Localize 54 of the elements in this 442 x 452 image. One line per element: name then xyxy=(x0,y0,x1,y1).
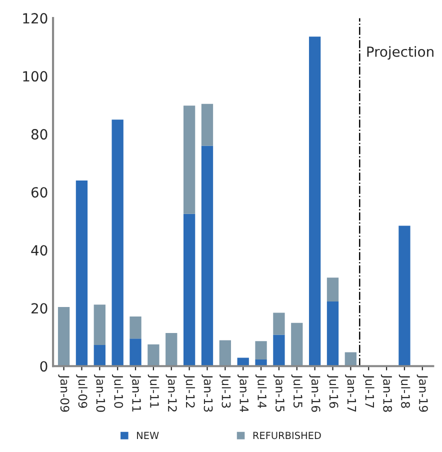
x-tick-label: Jan-14 xyxy=(237,374,248,412)
x-tick-label: Jan-10 xyxy=(94,374,106,412)
x-tick-label: Jan-17 xyxy=(345,374,356,412)
y-tick-label: 60 xyxy=(31,187,48,198)
x-tick-label: Jan-09 xyxy=(58,374,70,412)
bar xyxy=(130,316,142,339)
y-tick-label: 100 xyxy=(23,71,48,82)
y-tick-label: 0 xyxy=(40,361,48,372)
bar xyxy=(308,36,321,366)
x-tick-label: Jul-11 xyxy=(148,374,160,408)
x-tick-label: Jul-18 xyxy=(398,374,410,408)
x-tick-label: Jan-13 xyxy=(202,374,213,412)
y-tick-label: 20 xyxy=(32,303,48,314)
bar xyxy=(326,301,339,366)
bar xyxy=(398,226,410,366)
x-tick-label: Jan-12 xyxy=(166,374,177,412)
bar xyxy=(273,334,285,366)
y-tick-label: 40 xyxy=(31,245,48,256)
bar xyxy=(291,322,303,366)
x-tick-label: Jan-18 xyxy=(380,374,392,412)
x-tick-label: Jan-11 xyxy=(130,374,141,412)
bar xyxy=(201,146,214,366)
x-tick-label: Jan-19 xyxy=(416,374,428,412)
x-tick-label: Jul-12 xyxy=(184,374,196,408)
bar xyxy=(112,120,124,366)
x-tick-label: Jul-10 xyxy=(112,374,124,408)
bar xyxy=(326,278,339,302)
bar xyxy=(219,340,231,366)
bar xyxy=(94,344,106,366)
legend-label: REFURBISHED xyxy=(253,432,321,440)
x-tick-label: Jan-15 xyxy=(273,374,284,412)
bar xyxy=(130,338,142,366)
y-tick-label: 120 xyxy=(23,13,48,24)
bar xyxy=(76,180,88,366)
x-tick-label: Jul-15 xyxy=(291,374,303,408)
bar xyxy=(201,104,214,146)
bar xyxy=(58,306,70,366)
bar xyxy=(344,352,357,366)
y-tick-label: 80 xyxy=(31,129,48,140)
bar xyxy=(166,333,178,366)
bar xyxy=(94,304,106,345)
bar xyxy=(183,106,196,214)
legend-label: NEW xyxy=(137,432,159,439)
bar xyxy=(183,214,196,366)
x-tick-label: Jul-13 xyxy=(220,374,231,408)
x-tick-label: Jul-16 xyxy=(327,374,338,408)
bar xyxy=(148,344,160,366)
x-tick-label: Jan-16 xyxy=(309,374,320,412)
x-tick-label: Jul-17 xyxy=(362,374,374,408)
x-tick-label: Jul-09 xyxy=(76,374,88,408)
annotation: Projection xyxy=(367,46,434,60)
x-tick-label: Jul-14 xyxy=(255,374,267,408)
bar xyxy=(273,312,285,335)
bar xyxy=(255,341,267,360)
